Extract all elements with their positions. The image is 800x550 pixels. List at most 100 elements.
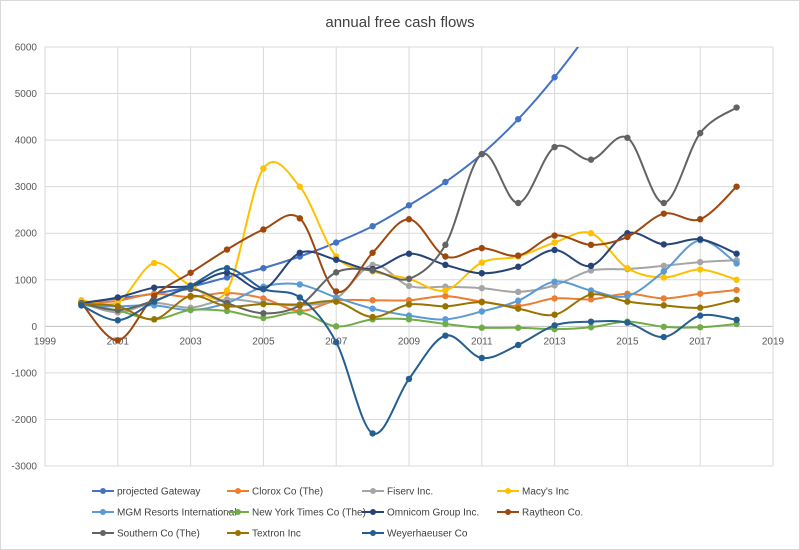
data-point — [733, 286, 740, 294]
data-point — [333, 338, 340, 346]
data-point — [405, 316, 413, 323]
data-point — [296, 281, 303, 288]
data-point — [551, 322, 558, 329]
data-point — [223, 274, 231, 281]
legend-item: projected Gateway — [92, 487, 200, 498]
data-point — [442, 292, 449, 300]
data-point — [223, 246, 231, 253]
legend-item: Textron Inc — [227, 529, 301, 540]
chart-title: annual free cash flows — [325, 14, 474, 31]
y-tick-label: 1000 — [15, 275, 38, 286]
legend-item: MGM Resorts International — [92, 508, 237, 519]
legend-label: Clorox Co (The) — [252, 487, 323, 498]
data-point — [369, 305, 376, 312]
data-point — [660, 199, 667, 207]
series-lines — [78, 47, 740, 437]
data-point — [733, 296, 740, 303]
x-tick-label: 2015 — [616, 336, 639, 347]
data-point — [697, 304, 704, 311]
legend-marker — [100, 530, 106, 536]
data-point — [260, 295, 267, 302]
data-point — [260, 300, 267, 308]
data-point — [515, 115, 522, 123]
data-point — [223, 264, 231, 272]
legend-marker — [370, 509, 376, 515]
data-point — [697, 258, 704, 266]
data-point — [223, 269, 231, 276]
legend-marker — [370, 488, 376, 494]
data-point — [333, 269, 340, 276]
data-point — [660, 241, 667, 248]
data-point — [733, 316, 740, 324]
legend-item: Raytheon Co. — [497, 508, 583, 519]
data-point — [515, 199, 522, 207]
legend-marker — [235, 530, 241, 536]
data-point — [151, 259, 158, 267]
data-point — [442, 332, 449, 339]
data-point — [660, 262, 667, 270]
data-point — [114, 317, 122, 324]
y-tick-label: 6000 — [15, 43, 38, 54]
data-point — [587, 296, 595, 303]
y-tick-label: 5000 — [15, 89, 38, 100]
x-tick-label: 2013 — [543, 336, 566, 347]
data-point — [187, 269, 194, 276]
data-point — [587, 324, 595, 331]
data-point — [515, 324, 522, 331]
x-tick-label: 2019 — [762, 336, 785, 347]
x-tick-label: 2009 — [398, 336, 421, 347]
data-point — [733, 183, 740, 190]
legend-label: Textron Inc — [252, 529, 301, 540]
data-point — [551, 232, 558, 239]
data-point — [478, 324, 485, 331]
data-point — [624, 233, 631, 241]
data-point — [333, 288, 340, 295]
data-point — [296, 249, 303, 256]
data-point — [733, 250, 740, 257]
data-point — [405, 301, 413, 308]
legend: projected Gateway Clorox Co (The) Fiserv I… — [92, 487, 583, 540]
data-point — [260, 310, 267, 317]
legend-marker — [100, 509, 106, 515]
legend-marker — [370, 530, 376, 536]
data-point — [478, 284, 485, 292]
y-tick-label: 0 — [31, 322, 37, 333]
data-point — [551, 295, 558, 302]
data-point — [442, 316, 449, 323]
data-point — [187, 306, 194, 314]
data-point — [697, 236, 704, 243]
data-point — [78, 302, 85, 309]
legend-label: Raytheon Co. — [522, 508, 583, 519]
data-point — [442, 253, 449, 260]
legend-label: Weyerhaeuser Co — [387, 529, 468, 540]
data-point — [296, 309, 303, 316]
series-weyerhaeuser-co — [78, 264, 740, 437]
data-point — [624, 264, 631, 272]
data-point — [223, 307, 231, 315]
data-point — [442, 178, 449, 186]
data-point — [260, 226, 267, 233]
data-point — [515, 252, 522, 259]
data-point — [551, 143, 558, 151]
data-point — [442, 287, 449, 294]
data-point — [405, 282, 413, 290]
data-point — [478, 298, 485, 306]
y-tick-label: 2000 — [15, 229, 38, 240]
data-point — [478, 270, 485, 277]
data-point — [405, 275, 413, 283]
data-point — [660, 323, 667, 330]
data-point — [333, 239, 340, 246]
legend-label: Macy's Inc — [522, 487, 569, 498]
x-tick-label: 2011 — [471, 336, 493, 347]
data-point — [551, 246, 558, 254]
y-axis: -3000 -2000 -1000 0 1000 2000 3000 4000 5000 6000 — [11, 43, 37, 473]
data-point — [733, 104, 740, 111]
data-point — [515, 297, 522, 304]
data-point — [151, 316, 158, 323]
legend-label: New York Times Co (The) — [252, 508, 366, 519]
data-point — [333, 298, 340, 305]
y-tick-label: 4000 — [15, 136, 38, 147]
x-tick-label: 2003 — [179, 336, 202, 347]
